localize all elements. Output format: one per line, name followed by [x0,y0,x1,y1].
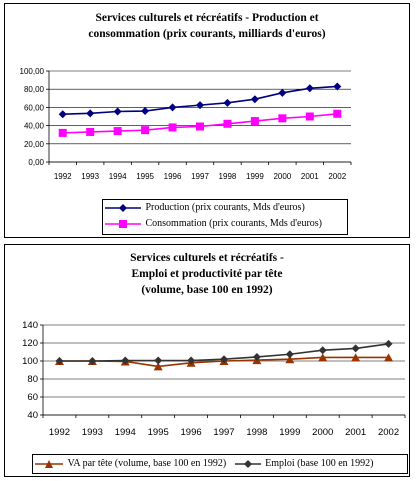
x-tick-label: 1993 [81,172,99,181]
chart-panel-production-consommation: Services culturels et récréatifs - Produ… [4,3,410,238]
legend-item-production: Production (prix courants, Mds d'euros) [103,200,347,216]
series-line [62,85,338,116]
chart-panel-emploi-productivite: Services culturels et récréatifs - Emplo… [4,244,410,477]
x-tick-label: 1995 [148,427,169,438]
y-tick-label: 140 [22,320,38,331]
data-point [278,114,287,123]
y-tick-label: 80,00 [24,85,45,94]
x-tick-label: 1994 [115,427,136,438]
y-tick-label: 20,00 [24,140,45,149]
x-tick-label: 1997 [213,427,234,438]
legend-item-emploi: Emploi (base 100 en 1992) [233,455,374,473]
data-point [250,95,259,104]
data-point [333,82,342,91]
x-tick-label: 2002 [378,427,399,438]
data-point [220,355,228,364]
data-point [168,103,177,112]
chart-title-line: (volume, base 100 en 1992) [141,284,273,296]
line-chart-production-consommation: 0,00 20,00 40,00 60,00 80,00 100,00 1992 1993 19… [20,67,352,181]
line-chart-emploi-productivite: 40 60 80 100 120 140 1992 1993 1994 1995 1996 1997 1… [22,320,406,438]
data-point [58,128,67,137]
chart-title-line: consommation (prix courants, milliards d… [88,28,326,40]
legend-item-consommation: Consommation (prix courants, Mds d'euros… [103,216,347,232]
y-tick-label: 60,00 [24,103,45,112]
data-point [168,123,177,132]
data-point [141,126,150,135]
data-point [141,107,150,116]
data-point [187,356,196,365]
legend-label: Consommation (prix courants, Mds d'euros… [145,218,323,230]
data-point [86,109,95,118]
data-point [333,109,342,118]
legend-swatch-va-par-tete [35,460,63,468]
data-point [351,353,361,362]
data-point [196,101,204,110]
y-tick-label: 100,00 [20,67,45,76]
legend-swatch-emploi [234,460,261,468]
data-point [318,346,327,355]
x-tick-label: 1992 [54,172,72,181]
y-tick-label: 100 [22,356,38,367]
data-point [351,344,360,353]
x-tick-label: 1996 [181,427,202,438]
x-tick-label: 1992 [49,427,70,438]
x-tick-label: 1998 [219,172,237,181]
legend-swatch-consommation [105,220,141,229]
legend-swatch-production [105,204,141,212]
y-tick-label: 40,00 [24,122,45,131]
chart-title-line: Services culturels et récréatifs - [130,252,284,264]
data-point [250,117,259,126]
data-point [285,350,294,359]
chart-title: Services culturels et récréatifs - Emplo… [5,250,409,298]
data-point [196,122,204,131]
x-tick-label: 1995 [136,172,154,181]
data-point [384,353,394,362]
x-tick-label: 1999 [246,172,264,181]
y-tick-label: 0,00 [28,158,44,167]
x-tick-label: 2001 [301,172,319,181]
x-tick-label: 2001 [345,427,366,438]
y-tick-label: 120 [22,338,38,349]
data-point [223,98,232,107]
data-point [113,127,122,136]
data-point [121,356,130,365]
data-point [86,127,95,136]
data-point [55,357,64,365]
legend-label: VA par tête (volume, base 100 en 1992) [67,458,227,469]
x-tick-label: 1998 [246,427,267,438]
data-point [252,352,261,361]
y-tick-label: 60 [27,392,38,403]
data-point [285,355,295,364]
y-tick-label: 80 [27,374,38,385]
chart-title: Services culturels et récréatifs - Produ… [5,10,409,42]
legend-label: Production (prix courants, Mds d'euros) [145,202,305,213]
x-tick-label: 1997 [191,172,209,181]
data-point [113,107,122,116]
data-point [305,112,314,121]
x-tick-label: 1996 [164,172,182,181]
x-tick-label: 1999 [279,427,300,438]
data-point [278,88,287,97]
x-tick-label: 2002 [328,172,346,181]
y-tick-label: 40 [27,410,38,421]
chart-title-line: Emploi et productivité par tête [131,268,283,280]
data-point [153,362,163,371]
data-point [384,339,393,348]
x-tick-label: 1993 [82,427,103,438]
data-point [154,356,163,365]
data-point [223,119,232,128]
x-tick-label: 2000 [273,172,291,181]
data-point [305,84,314,93]
data-point [318,353,328,362]
chart-legend: Production (prix courants, Mds d'euros) … [102,199,348,235]
data-point [88,357,97,365]
legend-item-va-par-tete: VA par tête (volume, base 100 en 1992) [33,455,226,473]
x-tick-label: 2000 [312,427,333,438]
x-tick-label: 1994 [109,172,127,181]
legend-label: Emploi (base 100 en 1992) [265,458,374,469]
chart-legend: VA par tête (volume, base 100 en 1992) E… [32,454,408,474]
data-point [58,110,67,119]
chart-title-line: Services culturels et récréatifs - Produ… [95,12,319,24]
